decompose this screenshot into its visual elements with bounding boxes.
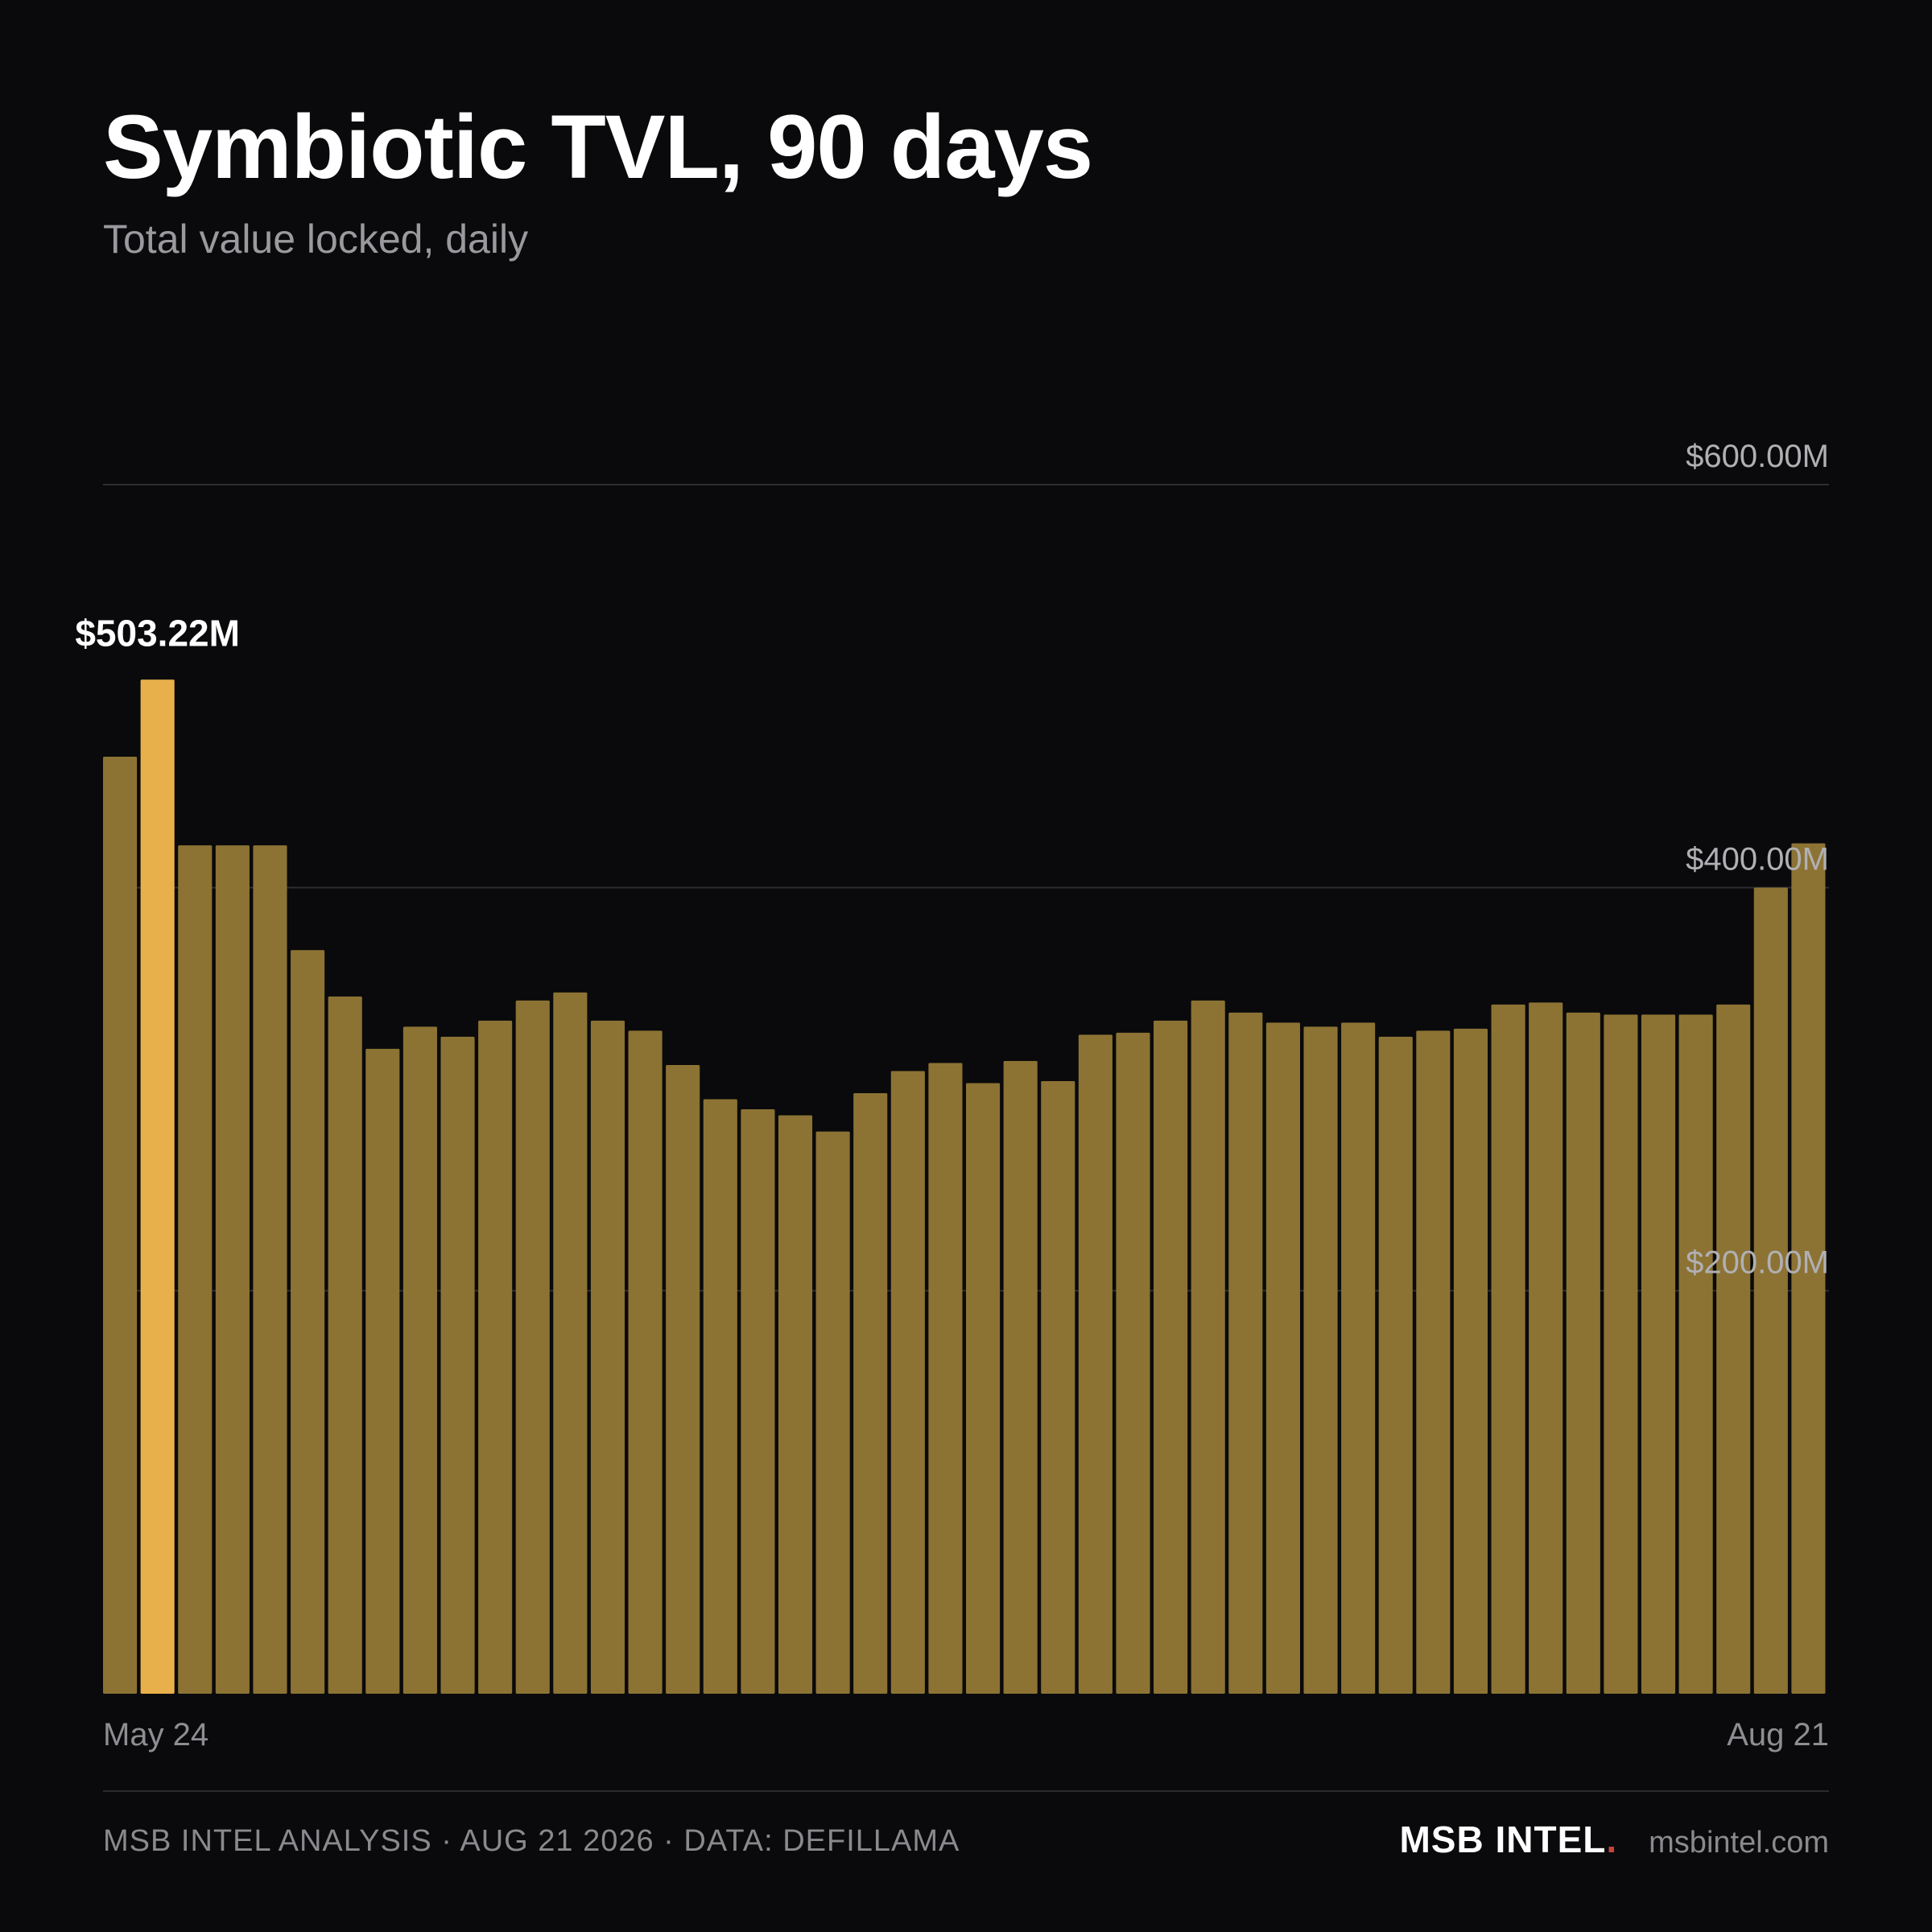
bar	[1378, 1036, 1413, 1694]
bar	[1453, 1028, 1488, 1694]
bar	[1228, 1012, 1263, 1694]
bar	[890, 1071, 925, 1694]
bar	[1791, 843, 1826, 1694]
bar-layer	[103, 679, 1826, 1695]
bar	[215, 845, 250, 1694]
bar	[553, 992, 588, 1694]
bar	[478, 1020, 513, 1694]
brand-url: msbintel.com	[1649, 1826, 1829, 1860]
bar	[928, 1063, 963, 1694]
bar	[1041, 1080, 1075, 1694]
x-tick-layer: May 24 Aug 21	[103, 1717, 1829, 1752]
bar	[328, 996, 362, 1694]
bar	[1753, 887, 1788, 1694]
bar	[1191, 1000, 1225, 1694]
x-tick-label-end: Aug 21	[1727, 1717, 1829, 1752]
bar	[1641, 1014, 1676, 1694]
chart-subtitle: Total value locked, daily	[103, 217, 529, 262]
y-tick-label: $400.00M	[1686, 842, 1829, 877]
bar	[1566, 1012, 1600, 1694]
bar	[590, 1020, 625, 1694]
bar	[1116, 1032, 1150, 1694]
bar	[178, 845, 213, 1694]
bar	[1341, 1022, 1376, 1694]
bar	[815, 1131, 850, 1694]
bar-highlight	[140, 679, 175, 1694]
brand-dot: .	[1606, 1818, 1617, 1860]
brand-name: MSB INTEL	[1399, 1818, 1607, 1860]
highlight-value-label: $503.22M	[75, 612, 240, 654]
bar	[966, 1083, 1001, 1694]
x-tick-label-start: May 24	[103, 1717, 208, 1752]
footer-credit: MSB INTEL ANALYSIS · AUG 21 2026 · DATA:…	[103, 1824, 960, 1858]
bar	[515, 1000, 550, 1694]
bar	[741, 1109, 775, 1694]
bar	[1078, 1034, 1113, 1694]
bar	[440, 1036, 475, 1694]
bar	[1491, 1004, 1525, 1694]
chart-title: Symbiotic TVL, 90 days	[103, 97, 1093, 197]
brand-group: MSB INTEL. msbintel.com	[1399, 1818, 1829, 1861]
bar	[291, 950, 325, 1694]
footer-divider	[103, 1790, 1829, 1792]
bar	[853, 1093, 888, 1694]
annotation-layer: $503.22M	[75, 612, 240, 654]
bar	[1678, 1014, 1713, 1694]
bar	[402, 1026, 437, 1694]
bar	[365, 1048, 400, 1694]
bar	[1529, 1002, 1563, 1694]
bar	[1003, 1060, 1038, 1694]
bar	[1604, 1014, 1638, 1694]
bar	[103, 756, 138, 1695]
bar	[253, 845, 287, 1694]
y-tick-label: $200.00M	[1686, 1245, 1829, 1280]
bar	[628, 1030, 663, 1694]
bar	[666, 1064, 700, 1694]
y-tick-layer: $200.00M $400.00M $600.00M	[1686, 439, 1829, 1280]
bar	[703, 1099, 737, 1694]
bar	[778, 1115, 813, 1694]
bar	[1154, 1020, 1188, 1694]
y-tick-label: $600.00M	[1686, 439, 1829, 474]
bar	[1265, 1022, 1300, 1694]
bar	[1716, 1004, 1751, 1694]
bar	[1303, 1026, 1338, 1694]
bar	[1416, 1030, 1451, 1694]
